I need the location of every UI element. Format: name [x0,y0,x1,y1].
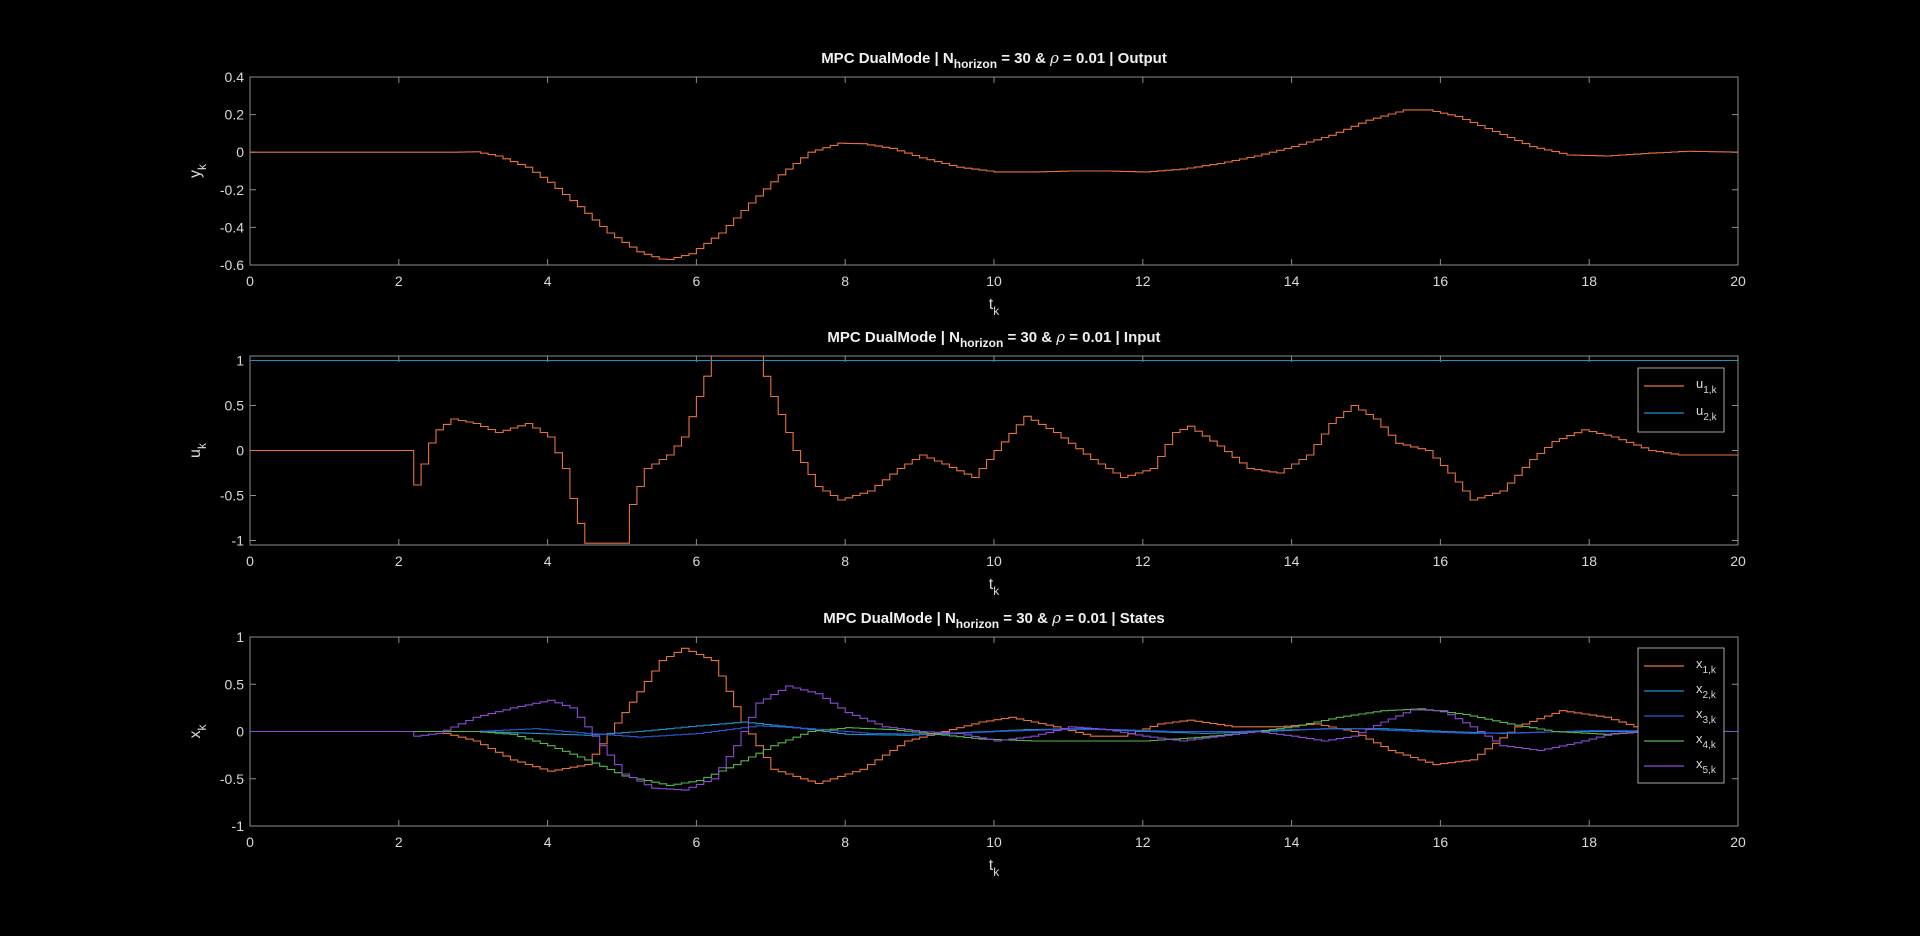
x-tick-label: 8 [841,273,849,289]
y-tick-label: 1 [236,629,244,645]
y-tick-label: 0.5 [225,676,245,692]
y-tick-label: 0 [236,724,244,740]
y-tick-label: -1 [232,533,245,549]
x-tick-label: 4 [544,553,552,569]
x-tick-label: 8 [841,553,849,569]
x-tick-label: 10 [986,553,1002,569]
y-tick-label: 0.2 [225,107,245,123]
y-tick-label: 1 [236,353,244,369]
x-tick-label: 12 [1135,834,1151,850]
x-tick-label: 0 [246,273,254,289]
x-tick-label: 16 [1433,834,1449,850]
x-tick-label: 12 [1135,553,1151,569]
x-tick-label: 2 [395,834,403,850]
legend-label: x1,k [1696,656,1717,676]
y-axis-label: uk [187,442,209,458]
y-tick-label: -0.5 [220,771,244,787]
legend-label: x2,k [1696,681,1717,701]
x-axis-label: tk [989,857,1000,879]
input-plot: 0 2 4 6 8 10 12 14 16 18 20 -1 -0.5 0 0.5 1 MPC DualMode… [187,328,1746,598]
x-tick-label: 6 [693,553,701,569]
y-tick-label: 0.5 [225,398,245,414]
legend: x1,k x2,k x3,k x4,k x5,k [1637,647,1725,784]
legend-label: x5,k [1696,756,1717,776]
x-tick-label: 4 [544,273,552,289]
y-tick-label: 0 [236,144,244,160]
x-tick-label: 14 [1284,553,1300,569]
chart-title: MPC DualMode | Nhorizon = 30 & ρ = 0.01 … [827,328,1160,350]
states-plot: 0 2 4 6 8 10 12 14 16 18 20 -1 -0.5 0 0.5 1 MPC DualMode… [187,609,1746,879]
x-tick-label: 18 [1581,553,1597,569]
x-tick-label: 10 [986,273,1002,289]
output-plot: 0 2 4 6 8 10 12 14 16 18 20 -0.6 -0.4 -0.2 0 0.2 0.4 MPC … [187,49,1746,318]
series-line-1 [250,356,1738,544]
x-tick-label: 0 [246,834,254,850]
y-axis-label: xk [187,724,209,739]
legend: u1,k u2,k [1637,367,1725,433]
x-tick-label: 18 [1581,273,1597,289]
x-tick-label: 4 [544,834,552,850]
legend-label: x3,k [1696,706,1717,726]
x-tick-label: 16 [1433,553,1449,569]
y-tick-label: 0.4 [225,69,245,85]
x-tick-label: 0 [246,553,254,569]
legend-box [1637,367,1725,433]
y-tick-label: -1 [232,818,245,834]
x-tick-label: 6 [693,834,701,850]
x-tick-label: 16 [1433,273,1449,289]
legend-label: u1,k [1696,376,1718,396]
y-axis-label: yk [187,163,209,178]
x-tick-label: 12 [1135,273,1151,289]
x-tick-label: 2 [395,273,403,289]
x-tick-label: 20 [1730,834,1746,850]
y-tick-label: -0.2 [220,182,244,198]
x-tick-label: 20 [1730,273,1746,289]
x-tick-label: 6 [693,273,701,289]
y-tick-label: -0.6 [220,257,244,273]
y-tick-label: -0.4 [220,219,244,235]
legend-label: x4,k [1696,731,1717,751]
x-tick-label: 20 [1730,553,1746,569]
x-tick-label: 10 [986,834,1002,850]
legend-label: u2,k [1696,403,1718,423]
x-tick-label: 2 [395,553,403,569]
x-tick-label: 14 [1284,834,1300,850]
x-tick-label: 14 [1284,273,1300,289]
x-axis-label: tk [989,576,1000,598]
chart-title: MPC DualMode | Nhorizon = 30 & ρ = 0.01 … [823,609,1165,631]
y-tick-label: -0.5 [220,488,244,504]
y-tick-label: 0 [236,443,244,459]
series-line-5 [250,685,1738,791]
x-tick-label: 18 [1581,834,1597,850]
x-tick-label: 8 [841,834,849,850]
series-line-1 [250,109,1738,260]
series-line-1 [250,647,1738,785]
x-axis-label: tk [989,296,1000,318]
chart-title: MPC DualMode | Nhorizon = 30 & ρ = 0.01 … [821,49,1167,71]
